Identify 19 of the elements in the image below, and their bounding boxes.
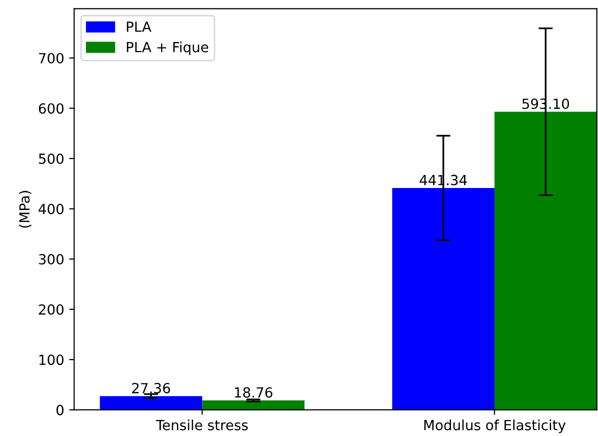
legend-label: PLA + Fique [126,42,208,56]
bar [100,396,202,410]
y-tick-label: 400 [38,204,64,214]
y-tick-label: 100 [39,354,64,366]
y-tick-label: 300 [38,254,64,265]
x-tick-label: Modulus of Elasticity [424,420,566,434]
y-tick-label: 600 [38,103,64,114]
y-axis-title: (MPa) [18,190,32,228]
y-tick-label: 500 [38,153,64,164]
y-tick-label: 0 [56,404,64,416]
y-tick-label: 700 [39,52,64,64]
bar [392,188,494,410]
bar [494,112,597,410]
legend-label: PLA [126,22,152,32]
bar [202,400,304,410]
data-label: 18.76 [234,387,272,398]
y-tick-label: 200 [38,304,64,315]
data-label: 27.36 [132,382,170,394]
x-tick-label: Tensile stress [156,420,248,430]
